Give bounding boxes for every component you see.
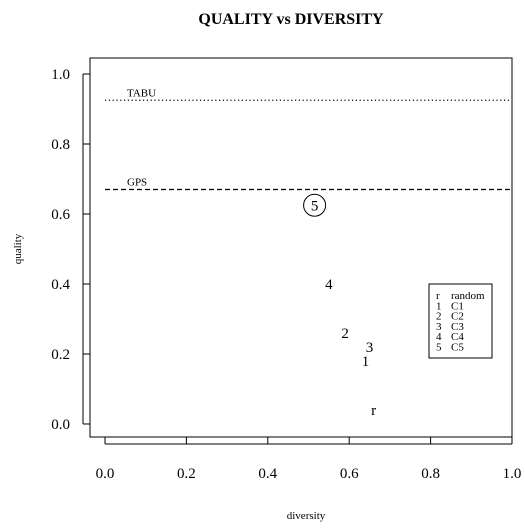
data-points: r 12 3 4 5: [303, 193, 376, 419]
x-tick-label: 0.6: [340, 466, 359, 482]
y-tick-label: 0.2: [51, 347, 70, 363]
legend-entry-label: C2: [451, 311, 464, 323]
data-point: 4: [325, 277, 333, 293]
data-point: 2: [341, 326, 349, 342]
reference-line-label: TABU: [127, 87, 156, 99]
legend-entry-label: C4: [451, 331, 464, 343]
data-point: 1: [362, 354, 370, 370]
reference-line-label: GPS: [127, 177, 147, 189]
data-point: 5: [311, 198, 319, 214]
legend-key: 5: [436, 342, 442, 354]
y-tick-label: 0.4: [51, 277, 70, 293]
legend-entry-label: C3: [451, 321, 464, 333]
y-axis: 0.0 0.2 0.4 0.6 0.8 1.0: [51, 67, 90, 433]
data-point: r: [371, 403, 376, 419]
legend-box: [428, 283, 493, 359]
reference-lines: TABU GPS: [105, 87, 512, 191]
legend-key: 1: [436, 300, 442, 312]
x-tick-label: 1.0: [503, 466, 522, 482]
point-highlight-circle: [303, 193, 327, 217]
y-tick-label: 1.0: [51, 67, 70, 83]
data-point: 3: [366, 340, 374, 356]
x-tick-label: 0.4: [258, 466, 277, 482]
chart-title: QUALITY vs DIVERSITY: [198, 11, 384, 28]
legend-key: r: [436, 290, 440, 302]
y-tick-label: 0.0: [51, 417, 70, 433]
legend-key: 3: [436, 321, 442, 333]
x-tick-label: 0.0: [96, 466, 115, 482]
legend-entry-label: random: [451, 290, 485, 302]
x-axis-title: diversity: [287, 510, 326, 522]
legend-key: 4: [436, 331, 442, 343]
y-tick-label: 0.8: [51, 137, 70, 153]
x-tick-label: 0.2: [177, 466, 196, 482]
legend-entry-label: C5: [451, 342, 464, 354]
legend: r random 1 C1 2 C2 3 C3 4 C4 5 C5: [428, 283, 493, 359]
plot-frame: [89, 57, 513, 438]
legend-key: 2: [436, 311, 442, 323]
y-axis-title: quality: [12, 233, 24, 264]
legend-entry-label: C1: [451, 300, 464, 312]
x-axis: 0.0 0.2 0.4 0.6 0.8 1.0: [96, 437, 522, 482]
x-tick-label: 0.8: [421, 466, 440, 482]
y-tick-label: 0.6: [51, 207, 70, 223]
